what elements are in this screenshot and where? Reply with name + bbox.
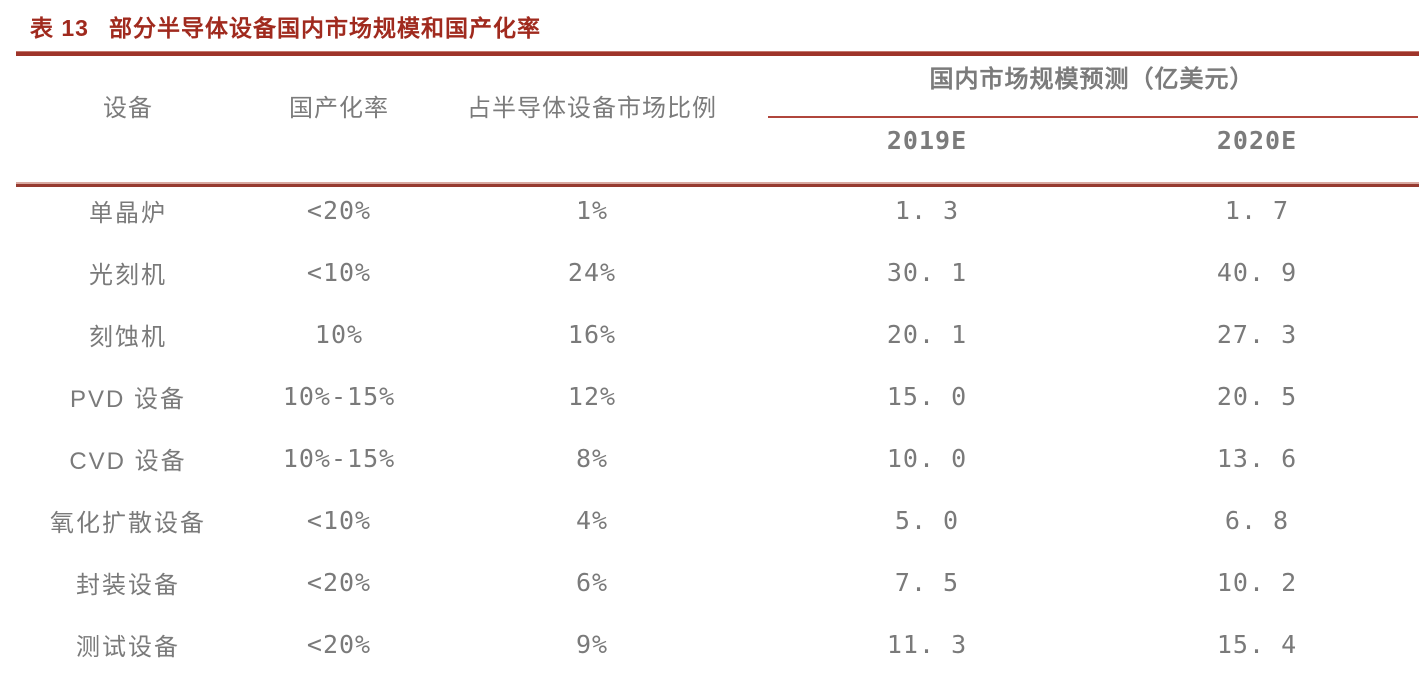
cell-2019e: 7. 5 bbox=[894, 567, 960, 597]
cell-2019e: 30. 1 bbox=[886, 257, 968, 287]
cell-localization-rate: 10%-15% bbox=[282, 381, 396, 411]
table-title-bar: 表 13 部分半导体设备国内市场规模和国产化率 bbox=[0, 0, 1422, 51]
cell-equipment: 光刻机 bbox=[89, 261, 167, 289]
cell-localization-rate: <20% bbox=[306, 195, 372, 225]
cell-localization-rate: <10% bbox=[306, 257, 372, 287]
cell-2019e: 5. 0 bbox=[894, 505, 960, 535]
cell-localization-rate: 10% bbox=[314, 319, 364, 349]
group-header-underline bbox=[768, 116, 1418, 118]
column-group-forecast: 国内市场规模预测（亿美元） 2019E 2020E bbox=[762, 56, 1422, 182]
cell-market-share: 6% bbox=[575, 567, 609, 597]
cell-equipment: 单晶炉 bbox=[89, 199, 167, 227]
cell-2020e: 15. 4 bbox=[1216, 629, 1298, 659]
table-row: 刻蚀机 10% 16% 20. 1 27. 3 bbox=[0, 311, 1422, 373]
cell-market-share: 4% bbox=[575, 505, 609, 535]
cell-2020e: 27. 3 bbox=[1216, 319, 1298, 349]
group-header-forecast: 国内市场规模预测（亿美元） bbox=[929, 65, 1255, 93]
table-number-label: 表 13 bbox=[30, 14, 89, 41]
cell-equipment: 封装设备 bbox=[76, 571, 180, 599]
cell-market-share: 12% bbox=[567, 381, 617, 411]
cell-equipment: 氧化扩散设备 bbox=[50, 509, 206, 537]
table-row: 单晶炉 <20% 1% 1. 3 1. 7 bbox=[0, 187, 1422, 249]
table-row: 封装设备 <20% 6% 7. 5 10. 2 bbox=[0, 559, 1422, 621]
cell-localization-rate: 10%-15% bbox=[282, 443, 396, 473]
column-header-2019e: 2019E bbox=[886, 125, 968, 155]
cell-equipment: PVD 设备 bbox=[69, 385, 186, 413]
table-row: 测试设备 <20% 9% 11. 3 15. 4 bbox=[0, 621, 1422, 682]
cell-market-share: 1% bbox=[575, 195, 609, 225]
cell-2020e: 10. 2 bbox=[1216, 567, 1298, 597]
cell-equipment: 刻蚀机 bbox=[89, 323, 167, 351]
cell-2019e: 15. 0 bbox=[886, 381, 968, 411]
table-row: PVD 设备 10%-15% 12% 15. 0 20. 5 bbox=[0, 373, 1422, 435]
cell-localization-rate: <20% bbox=[306, 629, 372, 659]
column-header-equipment: 设备 bbox=[103, 94, 153, 122]
cell-market-share: 9% bbox=[575, 629, 609, 659]
cell-2019e: 10. 0 bbox=[886, 443, 968, 473]
cell-2019e: 20. 1 bbox=[886, 319, 968, 349]
cell-localization-rate: <10% bbox=[306, 505, 372, 535]
cell-2019e: 1. 3 bbox=[894, 195, 960, 225]
cell-equipment: 测试设备 bbox=[76, 633, 180, 661]
cell-2020e: 20. 5 bbox=[1216, 381, 1298, 411]
cell-localization-rate: <20% bbox=[306, 567, 372, 597]
cell-market-share: 24% bbox=[567, 257, 617, 287]
table-row: 氧化扩散设备 <10% 4% 5. 0 6. 8 bbox=[0, 497, 1422, 559]
column-header-market-share: 占半导体设备市场比例 bbox=[467, 94, 717, 122]
column-header-localization-rate: 国产化率 bbox=[289, 94, 389, 122]
table-row: 光刻机 <10% 24% 30. 1 40. 9 bbox=[0, 249, 1422, 311]
column-header-2020e: 2020E bbox=[1216, 125, 1298, 155]
cell-equipment: CVD 设备 bbox=[69, 447, 187, 475]
table-body: 单晶炉 <20% 1% 1. 3 1. 7 光刻机 <10% 24% 30. 1… bbox=[0, 187, 1422, 682]
cell-2020e: 13. 6 bbox=[1216, 443, 1298, 473]
table-header: 设备 国产化率 占半导体设备市场比例 国内市场规模预测（亿美元） 2019E 2… bbox=[0, 56, 1422, 182]
cell-market-share: 16% bbox=[567, 319, 617, 349]
cell-2019e: 11. 3 bbox=[886, 629, 968, 659]
header-body-separator-rule bbox=[16, 182, 1419, 187]
cell-market-share: 8% bbox=[575, 443, 609, 473]
cell-2020e: 1. 7 bbox=[1224, 195, 1290, 225]
title-underline-rule bbox=[16, 51, 1419, 56]
cell-2020e: 6. 8 bbox=[1224, 505, 1290, 535]
cell-2020e: 40. 9 bbox=[1216, 257, 1298, 287]
year-subheader-row: 2019E 2020E bbox=[762, 118, 1422, 182]
table-row: CVD 设备 10%-15% 8% 10. 0 13. 6 bbox=[0, 435, 1422, 497]
table-title-text: 部分半导体设备国内市场规模和国产化率 bbox=[108, 14, 541, 41]
